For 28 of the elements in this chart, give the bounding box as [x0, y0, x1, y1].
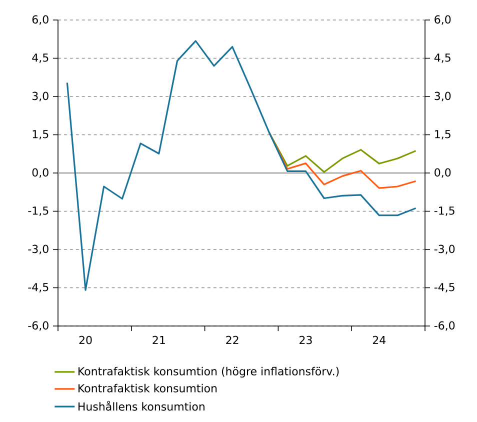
y-tick-label: 6,0 — [434, 15, 451, 25]
y-tick-label: 4,5 — [434, 54, 450, 63]
y-tick-label: -6,0 — [434, 321, 455, 331]
y-tick-label: -1,5 — [434, 206, 454, 216]
x-tick-label: 23 — [300, 336, 312, 344]
y2-tick-label: -3,0 — [28, 244, 48, 254]
y2-tick-label: 3,0 — [32, 92, 48, 102]
line-series — [268, 131, 417, 173]
x-tick-label: 20 — [79, 336, 92, 344]
legend-label: Hushållens konsumtion — [78, 400, 204, 411]
y-tick-label: 3,0 — [434, 92, 451, 102]
legend-label: Kontrafaktisk konsumtion (högre inflationsförv.) — [78, 366, 339, 378]
y2-tick-label: 4,5 — [32, 54, 48, 63]
y-tick-label: 0,0 — [434, 168, 451, 178]
x-tick-label: 22 — [226, 336, 238, 344]
y-tick-label: -3,0 — [434, 244, 455, 254]
y2-tick-label: 0,0 — [32, 168, 48, 178]
line-series — [66, 40, 417, 291]
y2-tick-label: -4,5 — [28, 283, 48, 292]
legend-label: Kontrafaktisk konsumtion — [78, 384, 217, 392]
y2-tick-label: -6,0 — [28, 321, 48, 331]
y-tick-label: 1,5 — [435, 130, 450, 140]
x-tick-label: 24 — [372, 336, 386, 344]
y2-tick-label: 1,5 — [32, 130, 48, 140]
y-tick-label: -4,5 — [434, 283, 454, 292]
x-tick-label: 21 — [152, 336, 165, 344]
y2-tick-label: -1,5 — [28, 206, 48, 216]
y2-tick-label: 6,0 — [32, 15, 48, 25]
